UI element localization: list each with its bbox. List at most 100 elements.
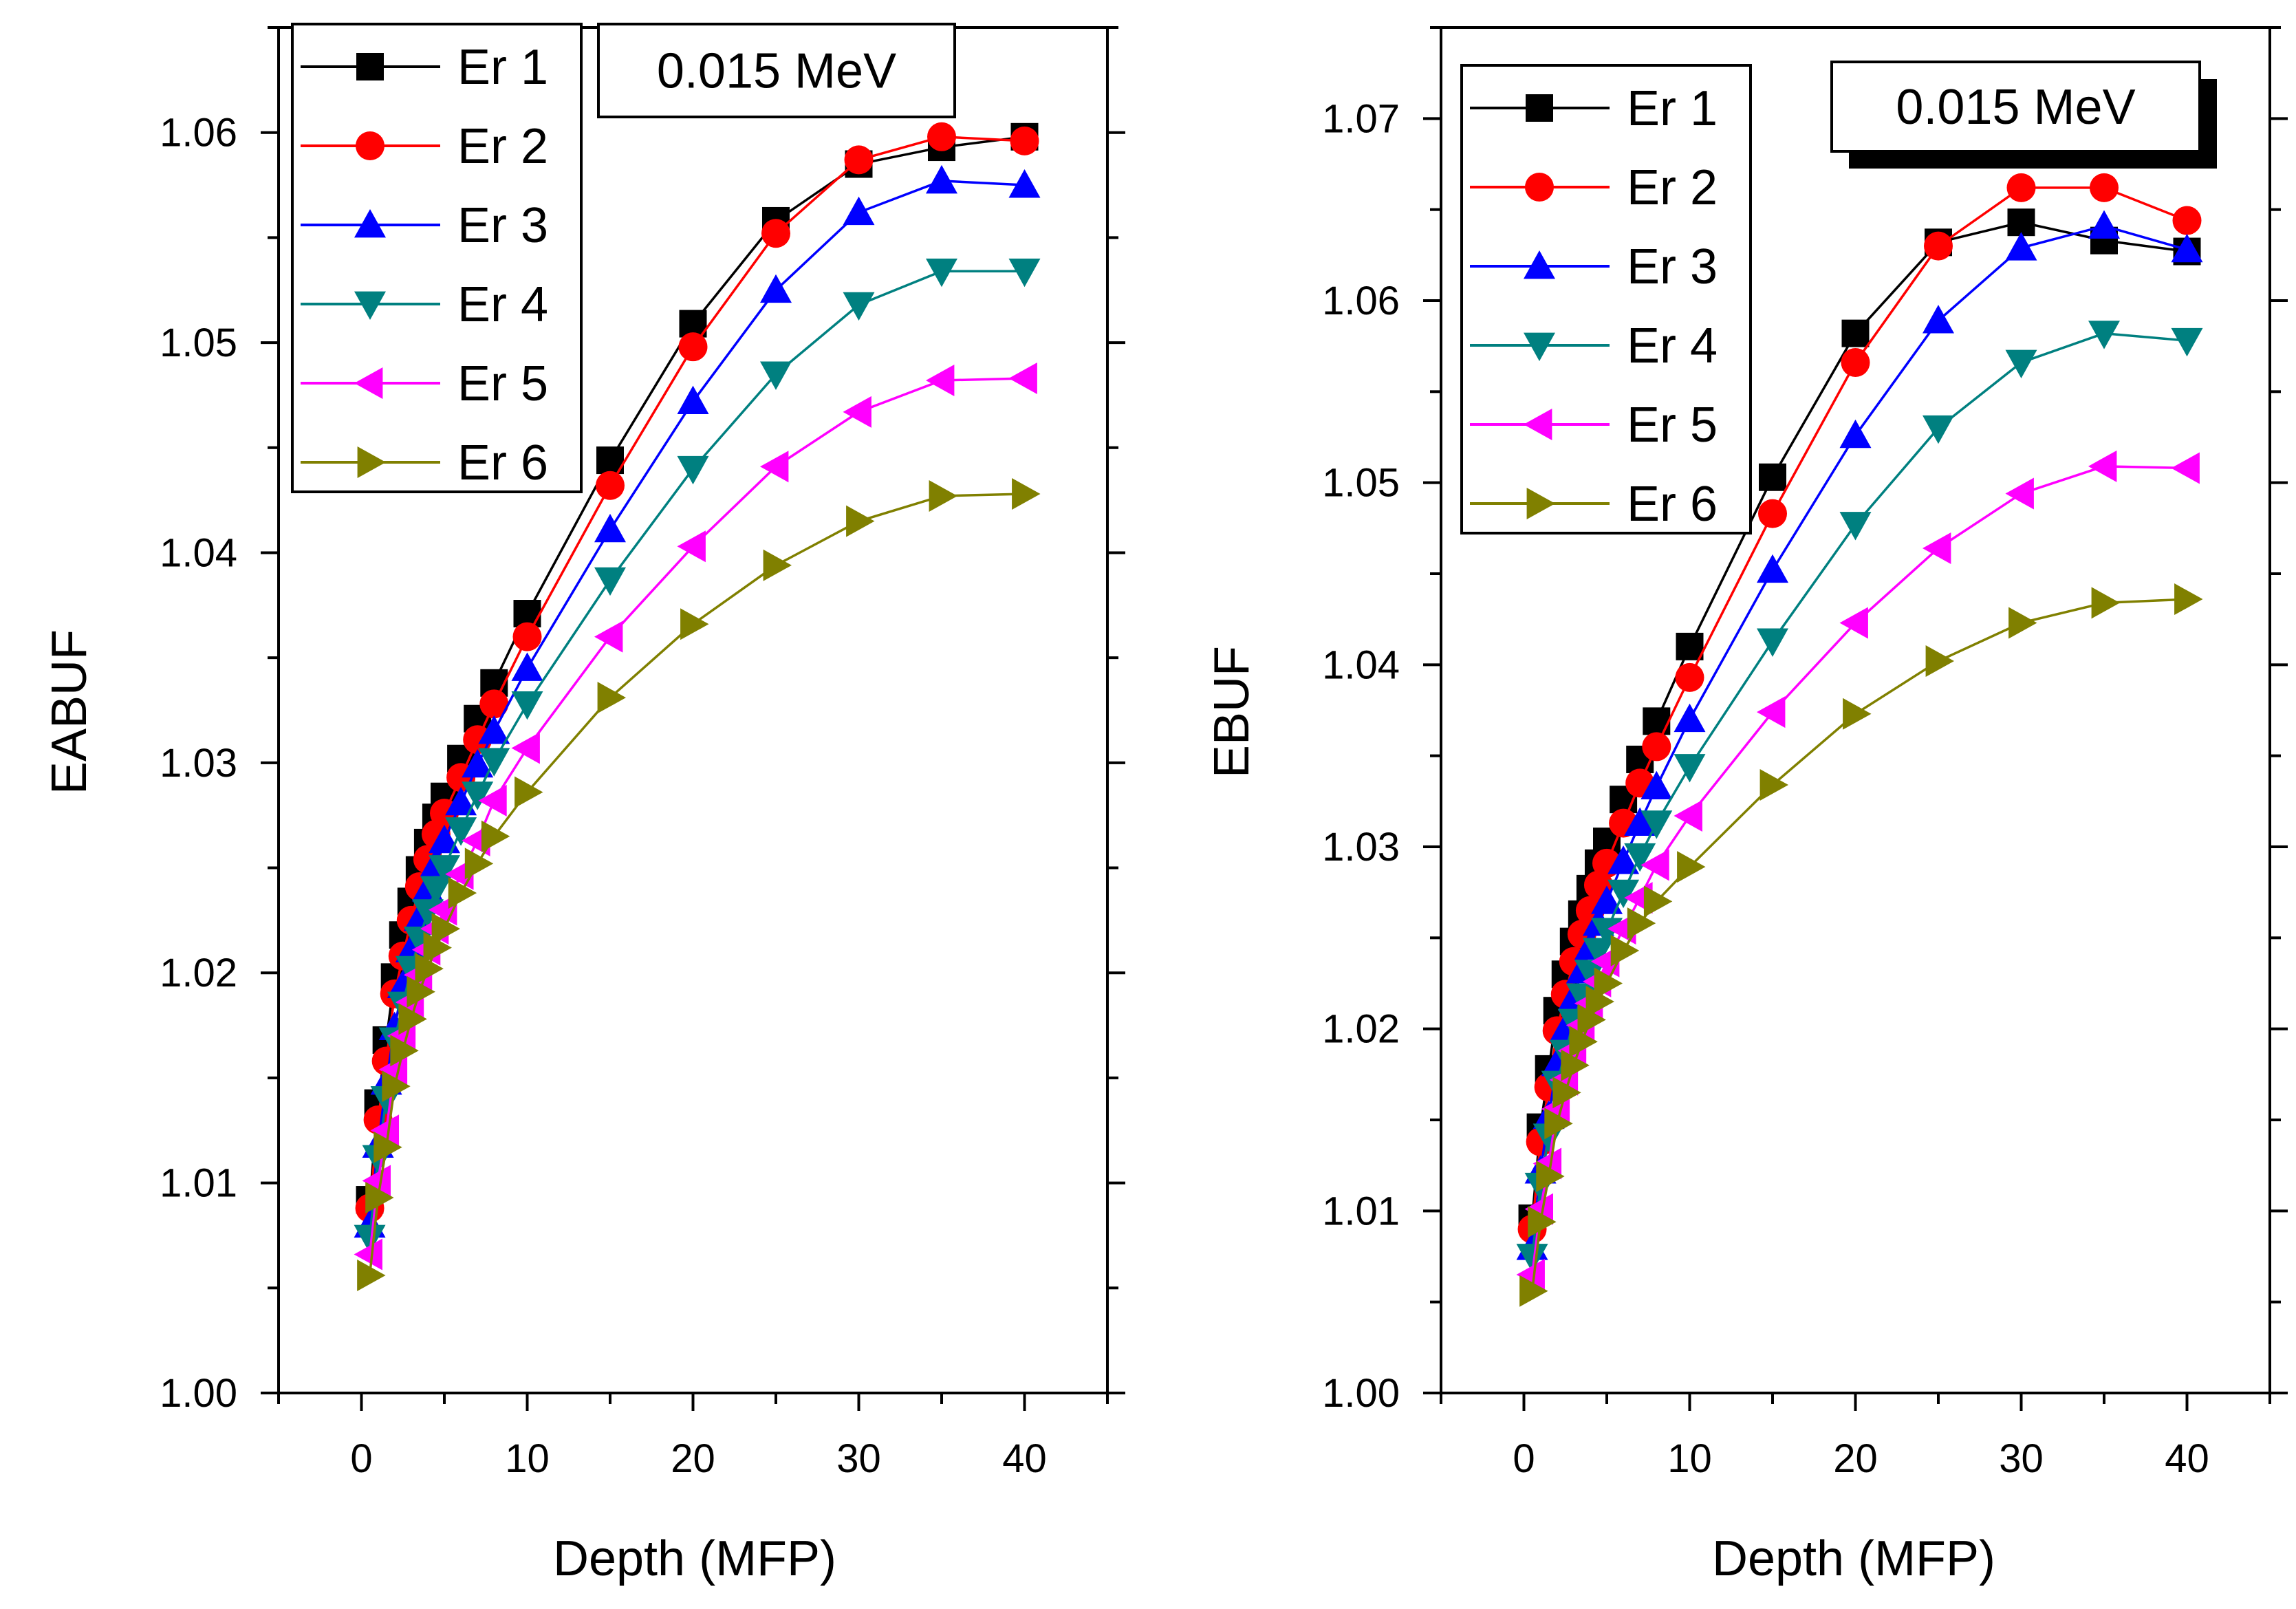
right-y-tick-label: 1.05: [1322, 461, 1400, 506]
left-point-er-5: [362, 1165, 391, 1197]
left-point-er-4: [429, 855, 460, 884]
right-legend-marker-er-3: [1524, 250, 1555, 279]
right-point-er-3: [1640, 770, 1673, 800]
right-point-er-5: [1640, 849, 1669, 881]
left-point-er-5: [478, 784, 507, 817]
right-point-er-3: [2005, 232, 2037, 261]
left-legend-marker-er-4: [354, 291, 386, 320]
left-point-er-2: [761, 219, 790, 248]
right-y-tick-label: 1.01: [1322, 1189, 1400, 1233]
right-y-tick-label: 1.07: [1322, 96, 1400, 141]
left-point-er-2: [596, 471, 625, 500]
right-point-er-3: [2088, 210, 2120, 239]
left-point-er-2: [844, 145, 874, 175]
left-x-axis-title: Depth (MFP): [553, 1531, 836, 1586]
left-point-er-3: [760, 274, 792, 303]
right-legend-marker-er-1: [1526, 94, 1553, 122]
right-point-er-2: [1642, 732, 1671, 762]
left-point-er-3: [926, 164, 957, 194]
left-legend-marker-er-3: [354, 209, 386, 238]
left-point-er-6: [515, 776, 543, 808]
left-legend-marker-er-5: [354, 367, 383, 399]
right-point-er-4: [2171, 327, 2203, 357]
right-point-er-3: [1607, 845, 1640, 874]
right-point-er-6: [1528, 1206, 1557, 1238]
left-point-er-6: [373, 1131, 402, 1163]
right-y-tick-label: 1.03: [1322, 825, 1400, 870]
left-point-er-4: [843, 292, 875, 321]
right-point-er-6: [2008, 607, 2037, 639]
left-point-er-6: [398, 1003, 427, 1035]
right-legend-label-er-6: Er 6: [1627, 477, 1718, 532]
left-point-er-3: [511, 652, 543, 681]
right-y-axis-title: EBUF: [1204, 646, 1259, 778]
left-point-er-3: [1008, 169, 1041, 198]
right-point-er-6: [2174, 583, 2203, 616]
left-point-er-4: [594, 567, 626, 596]
right-point-er-5: [2005, 477, 2034, 510]
left-y-tick-label: 1.05: [160, 321, 237, 365]
right-point-er-6: [1643, 885, 1673, 918]
right-point-er-2: [1675, 662, 1704, 692]
left-point-er-4: [677, 455, 709, 485]
right-point-er-1: [2007, 208, 2035, 237]
right-point-er-2: [2172, 206, 2202, 235]
left-point-er-2: [1010, 126, 1039, 155]
right-point-er-5: [2171, 452, 2200, 484]
right-point-er-4: [1607, 879, 1640, 909]
left-chart-panel: Depth (MFP) EABUF 0 10 20 30 40 1.00 1.01 1.02 1…: [42, 23, 1125, 1586]
left-point-er-5: [1008, 362, 1037, 394]
right-point-er-6: [1759, 769, 1788, 801]
left-point-er-6: [597, 682, 626, 714]
left-legend-box: [291, 23, 583, 493]
left-point-er-6: [846, 505, 875, 537]
right-point-er-6: [1544, 1108, 1573, 1140]
left-point-er-6: [407, 975, 435, 1008]
left-x-tick-label: 0: [350, 1436, 372, 1481]
right-legend-marker-er-4: [1524, 332, 1555, 361]
left-y-tick-label: 1.03: [160, 741, 237, 786]
left-legend-label-er-4: Er 4: [457, 277, 548, 332]
left-point-er-6: [1012, 477, 1041, 510]
left-point-er-3: [462, 748, 494, 778]
right-point-er-4: [2005, 349, 2037, 378]
right-annotation-box: [1830, 61, 2201, 153]
left-point-er-5: [511, 732, 540, 764]
right-point-er-6: [1536, 1160, 1565, 1193]
right-legend-marker-er-2: [1525, 173, 1554, 202]
left-point-er-4: [926, 258, 957, 288]
right-legend-marker-er-6: [1526, 488, 1555, 519]
right-legend: Er 1 Er 2 Er 3 Er 4 Er 5 Er 6: [1460, 64, 1752, 534]
left-point-er-6: [357, 1259, 386, 1291]
right-point-er-4: [1640, 810, 1673, 839]
left-legend: Er 1 Er 2 Er 3 Er 4 Er 5 Er 6: [291, 23, 583, 493]
right-point-er-4: [1923, 415, 1954, 444]
right-point-er-1: [1676, 632, 1704, 660]
left-point-er-5: [594, 620, 623, 653]
left-point-er-6: [481, 820, 510, 852]
left-point-er-3: [594, 513, 626, 543]
right-legend-label-er-1: Er 1: [1627, 81, 1718, 136]
left-point-er-6: [464, 847, 494, 880]
right-point-er-2: [1924, 231, 1953, 261]
left-point-er-6: [390, 1035, 419, 1067]
left-annotation-text: 0.015 MeV: [657, 44, 896, 99]
left-x-tick-label: 10: [505, 1436, 550, 1481]
left-point-er-4: [445, 817, 477, 846]
right-point-er-4: [1516, 1244, 1548, 1273]
right-x-tick-label: 40: [2165, 1436, 2209, 1481]
right-point-er-6: [1610, 934, 1640, 967]
right-point-er-6: [1519, 1275, 1548, 1307]
right-legend-label-er-5: Er 5: [1627, 398, 1718, 453]
right-point-er-2: [2090, 173, 2119, 202]
right-point-er-1: [1759, 463, 1786, 491]
left-y-tick-label: 1.01: [160, 1161, 237, 1206]
left-point-er-4: [511, 691, 543, 720]
right-point-er-3: [2171, 233, 2203, 263]
right-point-er-5: [1516, 1258, 1545, 1291]
right-y-tick-label: 1.00: [1322, 1371, 1400, 1416]
left-legend-label-er-3: Er 3: [457, 198, 548, 253]
left-y-tick-label: 1.02: [160, 951, 237, 995]
right-point-er-1: [1643, 707, 1671, 735]
